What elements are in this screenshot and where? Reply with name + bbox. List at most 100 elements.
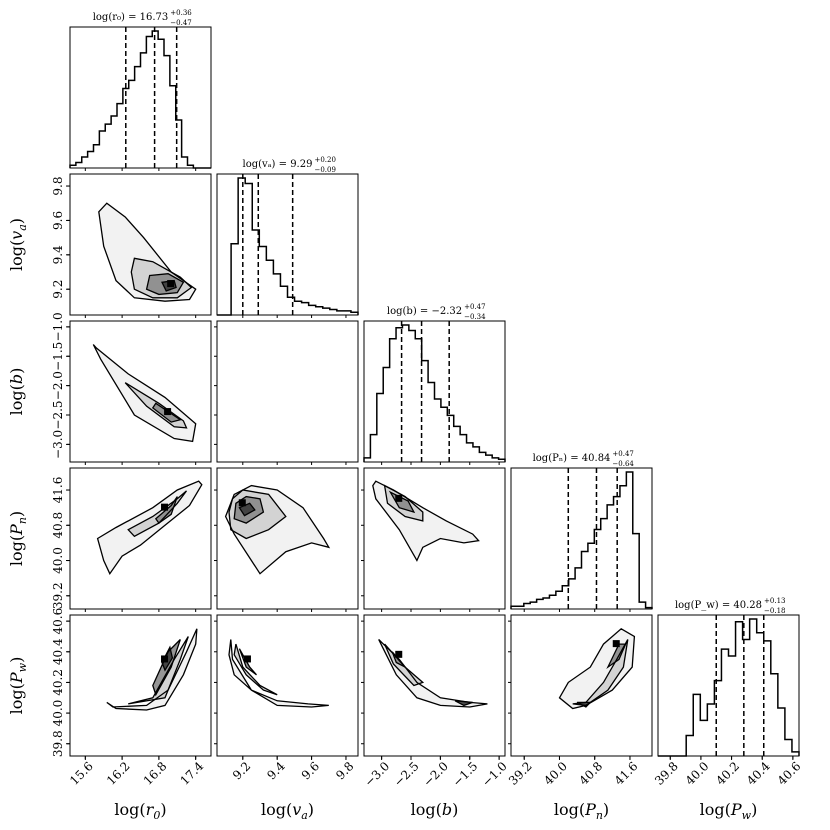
contour-level-2 [145, 273, 185, 296]
contour-level-1 [228, 489, 287, 540]
panel-title-sub-r0: −0.47 [170, 19, 191, 27]
density-peak [395, 650, 403, 658]
ytick-label-b-3: −1.5 [51, 342, 65, 371]
ylabel-Pw: log(Pw) [7, 657, 29, 715]
ytick-label-Pw-0: 39.8 [51, 730, 65, 757]
ytick-label-Pn-1: 40.0 [51, 547, 65, 574]
xtick-label-b-0: −3.0 [362, 759, 393, 790]
contour-level-2 [151, 402, 182, 423]
xlabel-Pn: log(Pn) [554, 800, 609, 822]
xlabel-b: log(b) [411, 800, 459, 819]
panel-title-sub-va: −0.09 [314, 166, 335, 174]
panel-frame [216, 320, 359, 463]
panel-title-Pw: log(P_w) = 40.28 [675, 600, 762, 611]
density-fill-0 [559, 628, 635, 709]
ytick-label-b-0: −3.0 [51, 430, 65, 459]
xtick-label-r0-3: 17.4 [177, 759, 206, 788]
contour-level-1 [128, 636, 189, 705]
panel-title-b: log(b) = −2.32 [387, 306, 462, 317]
panel-frame [363, 614, 506, 757]
xtick-label-va-2: 9.6 [299, 759, 322, 782]
density-peak [243, 655, 251, 663]
ytick-label-va-3: 9.8 [51, 176, 65, 195]
density-peak [167, 280, 175, 288]
panel-title-sup-Pn: +0.47 [612, 450, 633, 458]
xtick-label-b-1: −2.5 [391, 759, 422, 790]
ytick-label-b-4: −1.0 [51, 312, 65, 341]
contour-level-1 [572, 639, 629, 707]
panel-r0-Pw [69, 614, 212, 757]
xlabel-va: log(va) [261, 800, 314, 822]
panel-frame [216, 467, 359, 610]
ylabel-Pn: log(Pn) [7, 511, 29, 566]
density-fill-0 [229, 639, 329, 707]
contour-level-0 [558, 628, 636, 710]
xlabel-Pw: log(Pw) [700, 800, 758, 822]
contour-level-1 [383, 484, 424, 522]
panel-va-b [216, 320, 359, 463]
hist-axes-va [216, 173, 359, 316]
xtick-label-r0-0: 15.6 [67, 759, 96, 788]
contour-level-2 [233, 495, 265, 524]
ytick-label-Pw-1: 40.0 [51, 700, 65, 727]
ytick-label-b-1: −2.5 [51, 400, 65, 429]
xtick-label-Pn-0: 39.2 [506, 759, 535, 788]
xtick-label-r0-1: 16.2 [104, 759, 133, 788]
ytick-label-Pw-2: 40.2 [51, 669, 65, 696]
density-peak [161, 503, 169, 511]
panel-frame [69, 467, 212, 610]
density-fill-1 [572, 639, 628, 706]
ytick-label-b-2: −2.0 [51, 371, 65, 400]
density-fill-1 [384, 644, 423, 686]
density-peak [612, 640, 620, 648]
panel-va-Pn [216, 467, 359, 610]
xtick-label-r0-2: 16.8 [141, 759, 170, 788]
ytick-label-Pn-0: 39.2 [51, 582, 65, 609]
panel-title-Pn: log(Pₙ) = 40.84 [533, 453, 611, 464]
contour-level-0 [96, 480, 203, 575]
panel-title-sup-Pw: +0.13 [764, 597, 785, 605]
panel-title-sup-va: +0.20 [314, 156, 335, 164]
contour-level-0 [224, 484, 331, 575]
density-fill-3 [455, 700, 473, 706]
panel-frame [216, 614, 359, 757]
contour-level-1 [130, 257, 193, 299]
panel-title-sub-b: −0.34 [464, 313, 486, 321]
contour-level-0 [92, 344, 197, 443]
xtick-label-Pw-1: 40.0 [683, 759, 712, 788]
xtick-label-b-4: −1.0 [479, 759, 510, 790]
histogram-Pw [658, 618, 800, 757]
panel-frame [363, 467, 506, 610]
xtick-label-va-3: 9.8 [333, 759, 356, 782]
hist-axes-r0 [69, 26, 212, 169]
ytick-label-Pw-3: 40.4 [51, 638, 65, 665]
panel-title-sup-r0: +0.36 [170, 9, 192, 17]
contour-level-2 [391, 651, 406, 668]
xtick-label-Pw-4: 40.6 [775, 759, 804, 788]
contour-level-1 [127, 490, 188, 538]
xtick-label-Pw-0: 39.8 [652, 759, 681, 788]
panel-frame [69, 320, 212, 463]
contour-level-3 [576, 701, 592, 708]
panel-r0-va [69, 173, 212, 316]
contour-level-3 [161, 645, 174, 672]
panel-title-sub-Pw: −0.18 [764, 607, 785, 615]
xlabel-r0: log(r0) [114, 800, 166, 822]
xtick-label-va-1: 9.4 [264, 759, 288, 783]
xtick-label-Pw-2: 40.2 [713, 759, 742, 788]
density-peak [164, 408, 172, 416]
xtick-label-va-0: 9.2 [230, 759, 253, 782]
contour-level-0 [106, 628, 198, 711]
panel-frame [69, 173, 212, 316]
density-peak [161, 655, 169, 663]
contour-level-2 [606, 643, 627, 670]
hist-axes-b [363, 320, 506, 463]
panel-r0-Pn [69, 467, 212, 610]
ytick-label-va-0: 9.2 [51, 280, 65, 299]
ytick-label-va-2: 9.6 [51, 211, 65, 230]
density-peak [395, 494, 403, 502]
panel-frame [510, 614, 653, 757]
ytick-label-Pn-2: 40.8 [51, 512, 65, 539]
histogram-va [217, 177, 359, 316]
contour-level-0 [228, 639, 329, 708]
